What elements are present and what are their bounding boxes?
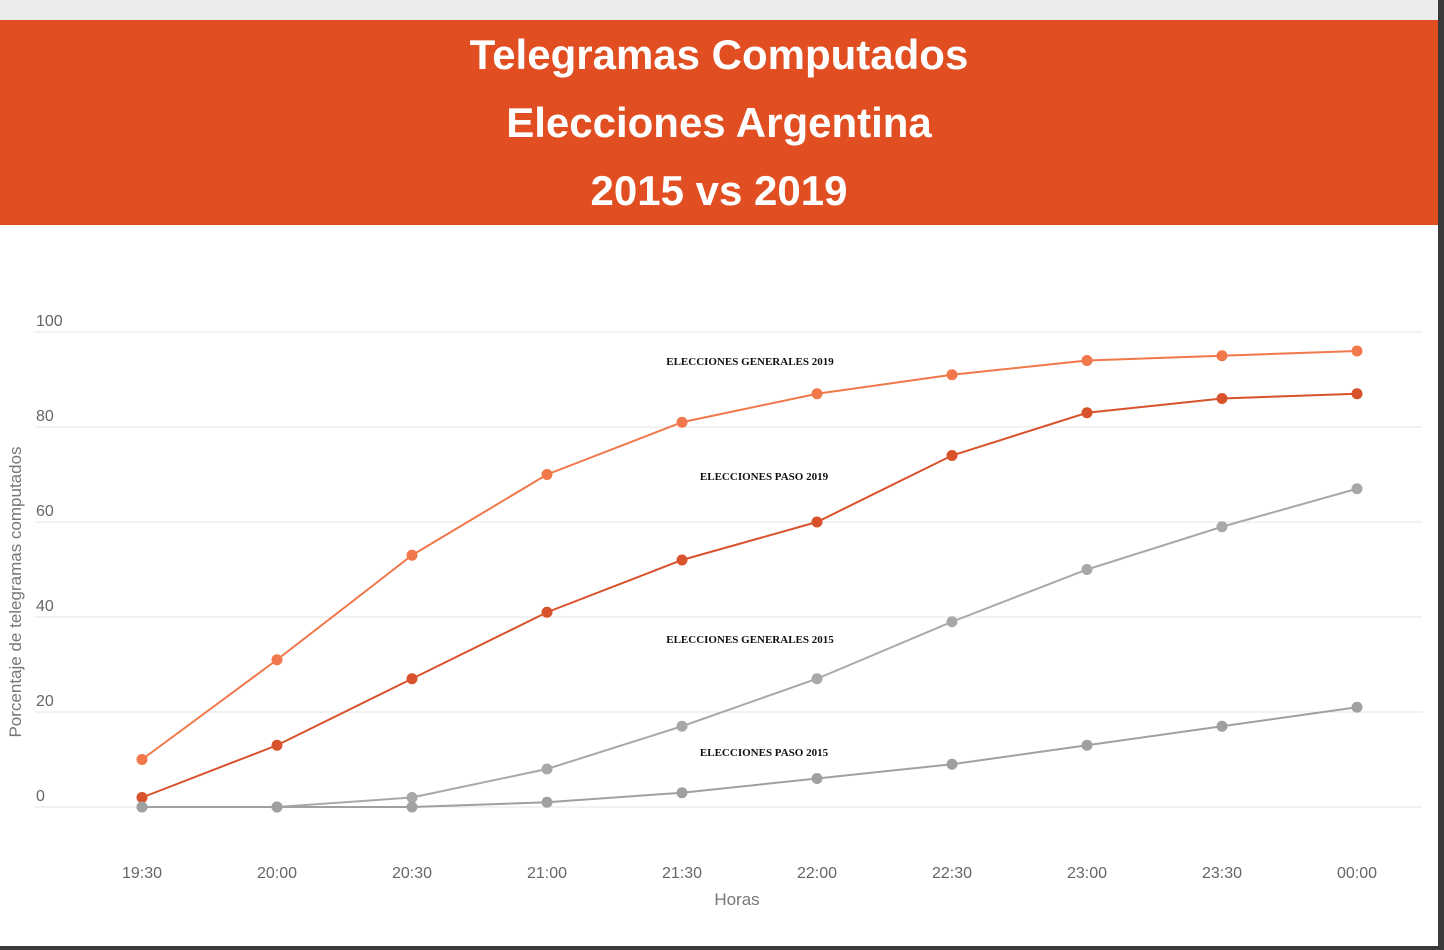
data-point-paso-2015	[676, 787, 688, 799]
data-point-generales-2015	[811, 673, 823, 685]
data-point-generales-2019	[406, 549, 418, 561]
data-point-paso-2015	[406, 801, 418, 813]
x-tick-label: 23:00	[1067, 865, 1107, 882]
series-lines	[141, 350, 1358, 808]
x-tick-label: 00:00	[1337, 865, 1377, 882]
data-point-generales-2015	[1081, 564, 1093, 575]
series-label-generales-2015: ELECCIONES GENERALES 2015	[666, 634, 834, 646]
data-point-paso-2015	[136, 801, 148, 813]
y-tick-labels: 0 20 40 60 80 100	[36, 313, 63, 805]
banner-years: 2015 vs 2019	[590, 166, 848, 214]
x-tick-label: 20:30	[392, 865, 432, 882]
x-tick-label: 21:30	[662, 865, 702, 882]
y-tick-label: 80	[36, 408, 54, 425]
data-point-generales-2019	[811, 388, 823, 400]
data-point-generales-2019	[271, 654, 283, 666]
data-point-generales-2019	[676, 416, 688, 428]
data-point-paso-2019	[406, 673, 418, 685]
data-point-paso-2019	[946, 450, 958, 461]
y-tick-label: 100	[36, 313, 63, 330]
data-point-generales-2015	[541, 763, 553, 775]
series-label-generales-2019: ELECCIONES GENERALES 2019	[666, 356, 834, 368]
right-edge	[1438, 0, 1444, 950]
series-label-paso-2019: ELECCIONES PASO 2019	[700, 471, 829, 483]
data-point-paso-2015	[946, 758, 958, 770]
data-point-paso-2015	[1216, 720, 1228, 732]
data-point-paso-2015	[271, 801, 283, 813]
x-tick-label: 22:30	[932, 865, 972, 882]
data-point-paso-2019	[1216, 393, 1228, 404]
banner-subtitle: Elecciones Argentina	[506, 98, 932, 146]
data-point-paso-2019	[1081, 407, 1093, 419]
title-banner: Telegramas Computados Elecciones Argenti…	[0, 20, 1438, 225]
data-point-generales-2015	[676, 720, 688, 732]
banner-title: Telegramas Computados	[469, 30, 969, 78]
x-tick-label: 22:00	[797, 865, 837, 882]
x-tick-label: 23:30	[1202, 865, 1242, 882]
x-tick-label: 19:30	[122, 865, 162, 882]
bottom-edge	[0, 946, 1444, 950]
y-axis-title: Porcentaje de telegramas computados	[6, 446, 25, 737]
data-point-generales-2015	[1216, 521, 1228, 533]
x-axis-title: Horas	[714, 890, 759, 909]
data-point-generales-2019	[946, 369, 958, 381]
data-point-generales-2019	[136, 754, 148, 765]
series-line-paso-2019	[141, 392, 1358, 799]
data-point-paso-2015	[1351, 701, 1363, 713]
data-point-paso-2019	[136, 792, 148, 803]
grid-lines	[35, 331, 1422, 808]
data-point-generales-2019	[1351, 345, 1363, 357]
data-point-paso-2015	[1081, 739, 1093, 751]
y-tick-label: 40	[36, 598, 54, 615]
data-point-paso-2019	[811, 516, 823, 528]
x-tick-label: 20:00	[257, 865, 297, 882]
data-point-paso-2019	[541, 606, 553, 618]
data-point-generales-2015	[1351, 483, 1363, 495]
top-strip	[0, 0, 1444, 20]
y-tick-label: 60	[36, 503, 54, 520]
data-point-generales-2019	[1216, 350, 1228, 362]
series-labels: ELECCIONES GENERALES 2019 ELECCIONES PASO…	[666, 356, 834, 759]
x-tick-label: 21:00	[527, 865, 567, 882]
data-point-generales-2015	[406, 792, 418, 803]
data-point-generales-2015	[946, 616, 958, 628]
data-point-paso-2019	[1351, 388, 1363, 400]
data-point-paso-2019	[676, 554, 688, 566]
data-point-paso-2019	[271, 739, 283, 751]
series-line-generales-2015	[142, 487, 1358, 808]
x-tick-labels: 19:30 20:00 20:30 21:00 21:30 22:00 22:30 23:00…	[122, 865, 1377, 882]
series-label-paso-2015: ELECCIONES PASO 2015	[700, 747, 829, 759]
data-point-paso-2015	[541, 796, 553, 808]
series-line-generales-2019	[141, 350, 1358, 761]
y-tick-label: 20	[36, 693, 54, 710]
data-point-generales-2019	[1081, 355, 1093, 366]
series-line-paso-2015	[142, 706, 1358, 808]
data-point-generales-2019	[541, 469, 553, 480]
series-points	[136, 345, 1363, 813]
y-tick-label: 0	[36, 788, 45, 805]
data-point-paso-2015	[811, 773, 823, 784]
